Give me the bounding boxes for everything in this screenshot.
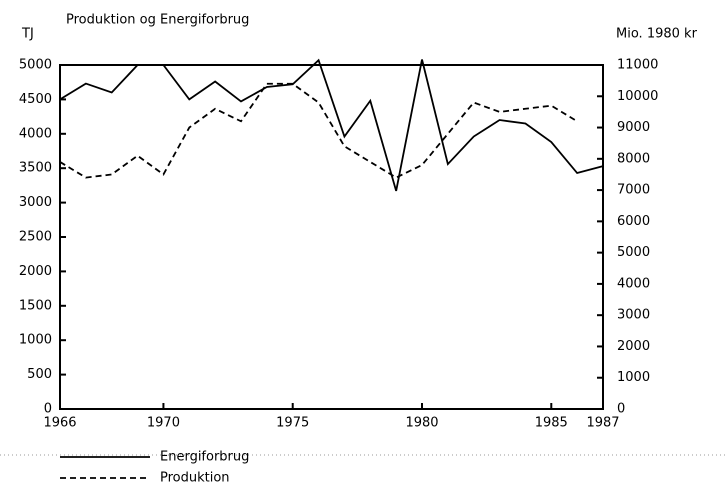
y2-tick-label: 5000 — [617, 245, 650, 260]
y2-tick-label: 7000 — [617, 183, 650, 198]
y-tick-label: 1500 — [19, 298, 52, 313]
data-line — [59, 82, 578, 179]
legend-label: Energiforbrug — [160, 450, 249, 465]
y2-tick-label: 2000 — [617, 339, 650, 354]
y2-tick-label: 8000 — [617, 151, 650, 166]
y-tick-label: 5000 — [19, 58, 52, 73]
y2-tick-label: 0 — [617, 402, 625, 417]
x-tick-label: 1970 — [147, 416, 180, 431]
y-tick-label: 4500 — [19, 92, 52, 107]
y2-tick-label: 10000 — [617, 89, 658, 104]
y-tick-label: 3000 — [19, 195, 52, 210]
y-tick-label: 0 — [44, 402, 52, 417]
plot-frame — [59, 64, 604, 410]
y2-tick-label: 6000 — [617, 214, 650, 229]
y2-tick-label: 1000 — [617, 370, 650, 385]
y2-tick-label: 11000 — [617, 58, 658, 73]
data-line — [59, 58, 604, 192]
y-tick-label: 3500 — [19, 161, 52, 176]
legend-label: Produktion — [160, 471, 230, 485]
y-tick-label: 1000 — [19, 333, 52, 348]
x-tick-label: 1966 — [43, 416, 76, 431]
chart-title: Produktion og Energiforbrug — [66, 13, 249, 28]
x-tick-label: 1987 — [586, 416, 619, 431]
x-tick-label: 1975 — [276, 416, 309, 431]
y2-tick-label: 3000 — [617, 308, 650, 323]
y-tick-label: 4000 — [19, 126, 52, 141]
y-tick-label: 500 — [27, 367, 52, 382]
y-tick-label: 2000 — [19, 264, 52, 279]
x-tick-label: 1980 — [405, 416, 438, 431]
y2-tick-label: 4000 — [617, 276, 650, 291]
y-tick-label: 2500 — [19, 230, 52, 245]
y-axis-label: TJ — [21, 27, 34, 42]
y2-axis-label: Mio. 1980 kr — [616, 27, 698, 42]
x-tick-label: 1985 — [535, 416, 568, 431]
y2-tick-label: 9000 — [617, 120, 650, 135]
